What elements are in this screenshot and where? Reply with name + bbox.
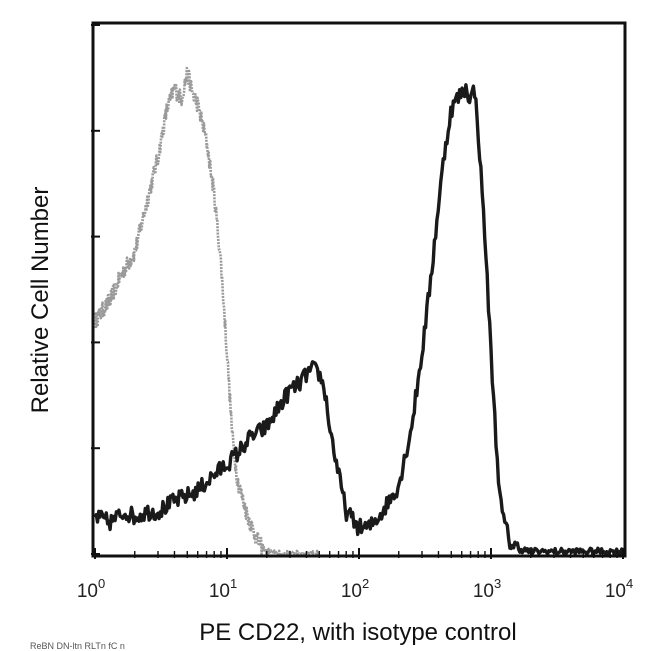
x-tick-label: 103 [473, 576, 501, 602]
x-tick-exponent: 0 [98, 576, 105, 591]
x-axis-tick-labels: 100 101 102 103 104 [77, 576, 633, 602]
x-tick-label: 101 [209, 576, 237, 602]
series-group [93, 66, 625, 556]
x-tick-exponent: 2 [362, 576, 369, 591]
footer-caption: ReBN DN-ltn RLTn fC n [30, 641, 125, 651]
x-tick-label: 104 [605, 576, 633, 602]
x-tick-label: 100 [77, 576, 105, 602]
x-axis-label: PE CD22, with isotype control [199, 619, 516, 646]
x-axis-ticks [94, 548, 624, 559]
series-line-isotype [93, 66, 320, 556]
x-tick-exponent: 1 [230, 576, 237, 591]
x-tick-exponent: 3 [494, 576, 501, 591]
y-axis-label: Relative Cell Number [27, 187, 54, 414]
x-tick-label: 102 [341, 576, 369, 602]
y-axis-ticks [91, 24, 100, 555]
x-tick-exponent: 4 [626, 576, 633, 591]
series-line-cd22 [93, 83, 625, 556]
